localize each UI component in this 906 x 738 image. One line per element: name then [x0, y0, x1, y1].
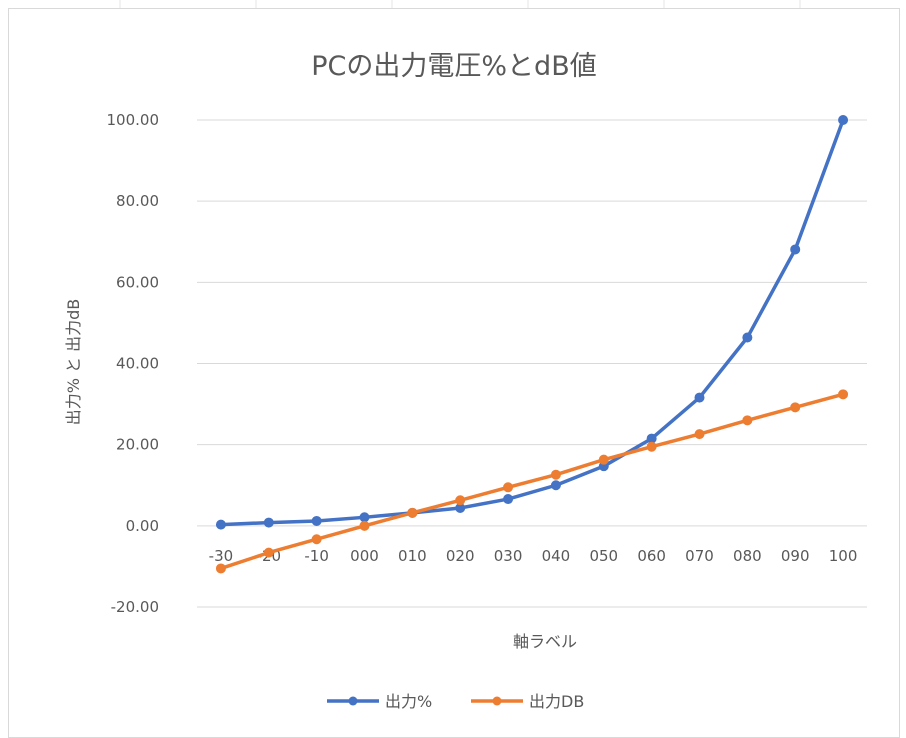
legend-marker-0 [348, 696, 358, 706]
x-axis-ticks: -30-20-100000100200300400500600700800901… [209, 547, 858, 565]
series-0-point-1 [263, 517, 274, 528]
series-1-point-6 [503, 482, 514, 493]
series-1-point-9 [646, 441, 657, 452]
y-tick-label-3: 40.00 [116, 355, 159, 373]
series-1 [215, 389, 849, 574]
series-0-point-0 [215, 519, 226, 530]
series-1-point-4 [407, 507, 418, 518]
series-0-point-11 [742, 332, 753, 343]
series-1-point-1 [263, 547, 274, 558]
y-tick-label-6: -20.00 [111, 598, 159, 616]
series-0-point-7 [550, 480, 561, 491]
series-0 [215, 115, 849, 530]
series-0-point-13 [838, 115, 849, 125]
legend-marker-1 [492, 696, 502, 706]
x-tick-label-0: -30 [209, 547, 234, 565]
x-tick-label-9: 060 [637, 547, 666, 565]
x-tick-label-4: 010 [398, 547, 427, 565]
series-1-point-7 [550, 469, 561, 480]
y-tick-label-0: 100.00 [107, 111, 160, 129]
x-tick-label-10: 070 [685, 547, 714, 565]
x-tick-label-12: 090 [781, 547, 810, 565]
x-tick-label-6: 030 [494, 547, 523, 565]
series-1-point-11 [742, 415, 753, 426]
series-1-point-3 [359, 520, 370, 531]
series-layer [215, 115, 849, 574]
x-tick-label-2: -10 [304, 547, 329, 565]
y-tick-label-4: 20.00 [116, 436, 159, 454]
y-tick-label-1: 80.00 [116, 192, 159, 210]
series-1-point-12 [790, 402, 801, 413]
chart-area[interactable]: PCの出力電圧%とdB値 100.00 80.00 60.00 40.00 20.00 0… [8, 8, 900, 738]
y-axis-ticks: 100.00 80.00 60.00 40.00 20.00 0.00 -20.00 [107, 111, 160, 616]
series-1-point-8 [598, 454, 609, 465]
line-chart: PCの出力電圧%とdB値 100.00 80.00 60.00 40.00 20.00 0… [64, 51, 867, 711]
legend-label-1: 出力DB [529, 692, 584, 711]
series-0-point-6 [503, 494, 514, 505]
series-1-point-0 [215, 563, 226, 574]
x-tick-label-8: 050 [589, 547, 618, 565]
legend: 出力% 出力DB [327, 692, 584, 711]
y-tick-label-5: 0.00 [126, 517, 159, 535]
x-tick-label-5: 020 [446, 547, 475, 565]
series-0-point-10 [694, 392, 705, 403]
series-1-point-10 [694, 429, 705, 440]
series-line-1 [219, 392, 845, 571]
chart-title: PCの出力電圧%とdB値 [311, 51, 596, 82]
x-axis-title: 軸ラベル [513, 632, 577, 651]
series-0-point-2 [311, 515, 322, 526]
legend-label-0: 出力% [385, 692, 432, 711]
x-tick-label-13: 100 [829, 547, 858, 565]
series-1-point-13 [838, 389, 849, 400]
x-tick-label-11: 080 [733, 547, 762, 565]
series-1-point-2 [311, 534, 322, 545]
series-0-point-12 [790, 244, 801, 255]
x-tick-label-3: 000 [350, 547, 379, 565]
series-1-point-5 [455, 495, 466, 506]
series-0-point-3 [359, 512, 370, 523]
y-tick-label-2: 60.00 [116, 273, 159, 291]
y-axis-title: 出力% と 出力dB [64, 299, 83, 426]
series-line-0 [219, 118, 845, 527]
x-tick-label-7: 040 [542, 547, 571, 565]
gridlines [197, 119, 867, 608]
